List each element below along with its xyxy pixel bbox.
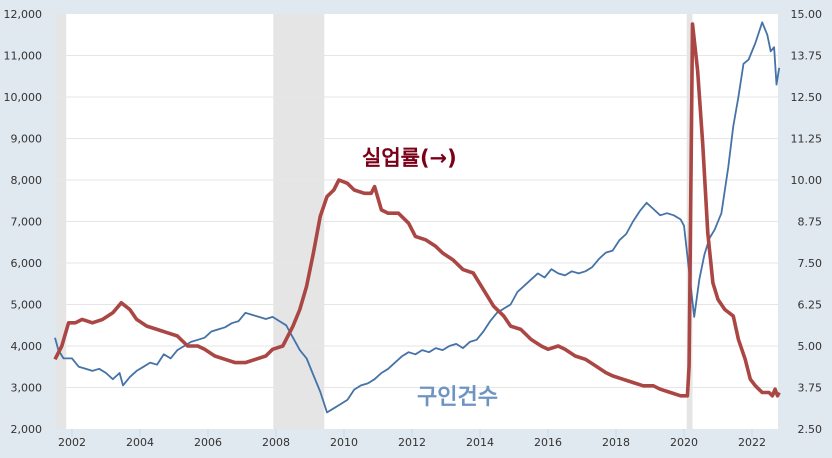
x-axis-tick: 2018: [602, 436, 630, 449]
left-axis-tick: 10,000: [4, 91, 43, 104]
right-axis-tick: 12.50: [791, 91, 823, 104]
x-axis-tick: 2002: [58, 436, 86, 449]
x-axis-tick: 2020: [670, 436, 698, 449]
right-axis-tick: 5.00: [798, 340, 823, 353]
right-axis-tick: 6.25: [798, 299, 823, 312]
left-axis-tick: 9,000: [11, 133, 43, 146]
right-axis-tick: 13.75: [791, 50, 823, 63]
right-axis-tick: 8.75: [798, 216, 823, 229]
right-axis-tick: 11.25: [791, 133, 823, 146]
left-axis-tick: 3,000: [11, 382, 43, 395]
x-axis-ticks: 2002 2004 2006 2008 2010 2012 2014 2016 2018 2020…: [58, 429, 766, 449]
unemployment-annotation: 실업률(→): [362, 146, 457, 170]
gridlines: [56, 55, 778, 388]
x-axis-tick: 2012: [398, 436, 426, 449]
x-axis-tick: 2004: [126, 436, 154, 449]
left-axis-tick: 11,000: [4, 50, 43, 63]
left-axis-tick: 4,000: [11, 340, 43, 353]
x-axis-tick: 2016: [534, 436, 562, 449]
right-axis-tick: 15.00: [791, 8, 823, 21]
x-axis-tick: 2006: [194, 436, 222, 449]
job-openings-annotation: 구인건수: [417, 385, 498, 410]
right-axis-tick: 10.00: [791, 174, 823, 187]
right-axis-tick: 7.50: [798, 257, 823, 270]
unemployment-rate-line: [53, 22, 781, 398]
right-axis-ticks: 2.50 3.75 5.00 6.25 7.50 8.75 10.00 11.25 12.50 1…: [791, 8, 823, 436]
x-axis-tick: 2022: [738, 436, 766, 449]
right-axis-tick: 2.50: [798, 423, 823, 436]
x-axis-tick: 2008: [262, 436, 290, 449]
left-axis-ticks: 2,000 3,000 4,000 5,000 6,000 7,000 8,000 9,000…: [4, 8, 43, 436]
left-axis-tick: 8,000: [11, 174, 43, 187]
job-openings-line: [54, 21, 781, 414]
right-axis-tick: 3.75: [798, 382, 823, 395]
x-axis-tick: 2010: [330, 436, 358, 449]
x-axis-tick: 2014: [466, 436, 494, 449]
left-axis-tick: 12,000: [4, 8, 43, 21]
left-axis-tick: 7,000: [11, 216, 43, 229]
left-axis-tick: 2,000: [11, 423, 43, 436]
left-axis-tick: 5,000: [11, 299, 43, 312]
left-axis-tick: 6,000: [11, 257, 43, 270]
